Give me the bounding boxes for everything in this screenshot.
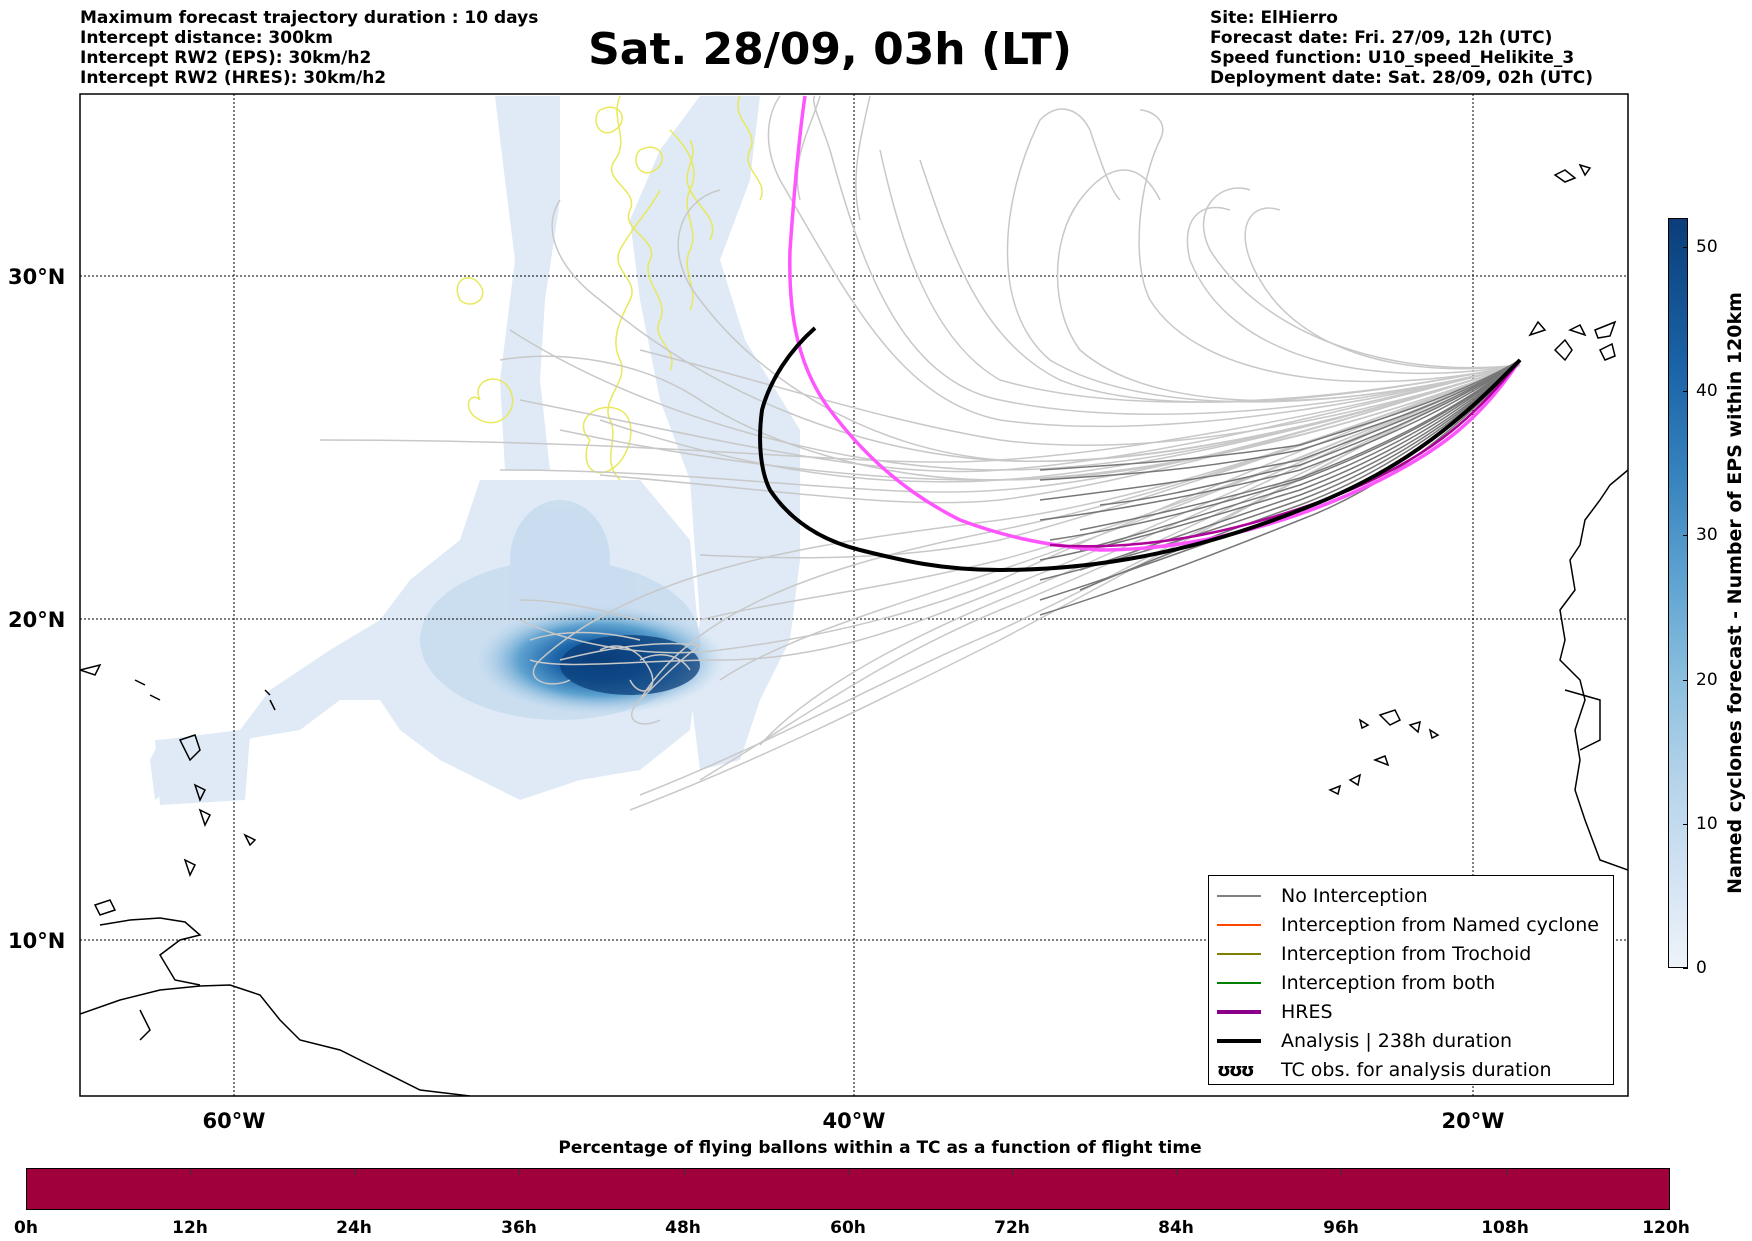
time-label: 108h — [1481, 1218, 1529, 1238]
site-line: Forecast date: Fri. 27/09, 12h (UTC) — [1210, 28, 1553, 48]
colorbar-tick — [1683, 391, 1688, 392]
cyclone-density-peak — [560, 635, 700, 695]
bar-tick — [519, 1169, 520, 1175]
map-frame — [79, 93, 1629, 1097]
legend-swatch — [1217, 953, 1261, 955]
bar-tick — [1506, 1169, 1507, 1175]
param-line: Intercept RW2 (EPS): 30km/h2 — [80, 48, 372, 68]
colorbar-title: Named cyclones forecast - Number of EPS … — [1724, 292, 1746, 894]
colorbar-tick — [1683, 968, 1688, 969]
legend-label: Analysis | 238h duration — [1281, 1030, 1513, 1052]
page-title: Sat. 28/09, 03h (LT) — [588, 24, 1072, 75]
site-line: Site: ElHierro — [1210, 8, 1338, 28]
time-label: 60h — [830, 1218, 866, 1238]
bar-tick — [1012, 1169, 1013, 1175]
param-line: Intercept distance: 300km — [80, 28, 333, 48]
lon-label: 60°W — [203, 1109, 266, 1133]
time-label: 96h — [1323, 1218, 1359, 1238]
colorbar-label: 30 — [1696, 525, 1718, 545]
legend-swatch — [1217, 1010, 1261, 1014]
time-axis-title: Percentage of flying ballons within a TC… — [558, 1138, 1202, 1158]
colorbar-tick — [1683, 247, 1688, 248]
colorbar-label: 50 — [1696, 237, 1718, 257]
coastlines — [80, 163, 1628, 1096]
time-label: 120h — [1642, 1218, 1690, 1238]
lon-label: 40°W — [823, 1109, 886, 1133]
legend-label: No Interception — [1281, 885, 1428, 907]
colorbar-label: 20 — [1696, 670, 1718, 690]
forecast-parameters: Maximum forecast trajectory duration : 1… — [80, 8, 538, 88]
bar-tick — [1341, 1169, 1342, 1175]
colorbar-label: 10 — [1696, 814, 1718, 834]
time-label: 24h — [336, 1218, 372, 1238]
eps-trajectories-light — [319, 95, 1521, 811]
legend-item: Analysis | 238h duration — [1217, 1027, 1512, 1055]
legend-label: TC obs. for analysis duration — [1281, 1059, 1552, 1081]
param-line: Intercept RW2 (HRES): 30km/h2 — [80, 68, 387, 88]
legend-swatch — [1217, 982, 1261, 984]
time-label: 12h — [172, 1218, 208, 1238]
legend-item: No Interception — [1217, 882, 1428, 910]
tc-obs-tracks — [456, 95, 763, 481]
lat-label: 10°N — [8, 929, 65, 953]
lon-label: 20°W — [1442, 1109, 1505, 1133]
legend-label: Interception from both — [1281, 972, 1496, 994]
site-line: Speed function: U10_speed_Helikite_3 — [1210, 48, 1575, 68]
flight-time-bar — [26, 1168, 1670, 1210]
bar-tick — [355, 1169, 356, 1175]
tc-symbol-icon: ʊʊʊ — [1217, 1059, 1255, 1081]
bar-tick — [848, 1169, 849, 1175]
lat-label: 20°N — [8, 608, 65, 632]
legend-item: ʊʊʊ TC obs. for analysis duration — [1217, 1056, 1552, 1084]
time-label: 72h — [994, 1218, 1030, 1238]
hres-trajectory — [788, 95, 1522, 552]
bar-tick — [190, 1169, 191, 1175]
colorbar-label: 40 — [1696, 381, 1718, 401]
time-label: 36h — [501, 1218, 537, 1238]
legend-swatch — [1217, 895, 1261, 897]
colorbar-label: 0 — [1696, 958, 1707, 978]
legend-item: HRES — [1217, 998, 1333, 1026]
bar-tick — [684, 1169, 685, 1175]
time-label: 48h — [665, 1218, 701, 1238]
colorbar-tick — [1683, 680, 1688, 681]
legend-item: Interception from Named cyclone — [1217, 911, 1599, 939]
colorbar-tick — [1683, 824, 1688, 825]
time-label: 0h — [14, 1218, 38, 1238]
site-line: Deployment date: Sat. 28/09, 02h (UTC) — [1210, 68, 1594, 88]
bar-tick — [1177, 1169, 1178, 1175]
colorbar — [1668, 218, 1688, 968]
time-label: 84h — [1158, 1218, 1194, 1238]
legend-label: Interception from Trochoid — [1281, 943, 1532, 965]
site-info: Site: ElHierro Forecast date: Fri. 27/09… — [1210, 8, 1593, 88]
lat-label: 30°N — [8, 265, 65, 289]
analysis-trajectory — [758, 326, 1522, 573]
legend-label: HRES — [1281, 1001, 1333, 1023]
colorbar-tick — [1683, 535, 1688, 536]
legend-item: Interception from both — [1217, 969, 1495, 997]
param-line: Maximum forecast trajectory duration : 1… — [80, 8, 539, 28]
legend-swatch — [1217, 1039, 1261, 1043]
legend-label: Interception from Named cyclone — [1281, 914, 1599, 936]
legend-item: Interception from Trochoid — [1217, 940, 1531, 968]
legend: No Interception Interception from Named … — [1208, 875, 1614, 1085]
legend-swatch — [1217, 924, 1261, 926]
